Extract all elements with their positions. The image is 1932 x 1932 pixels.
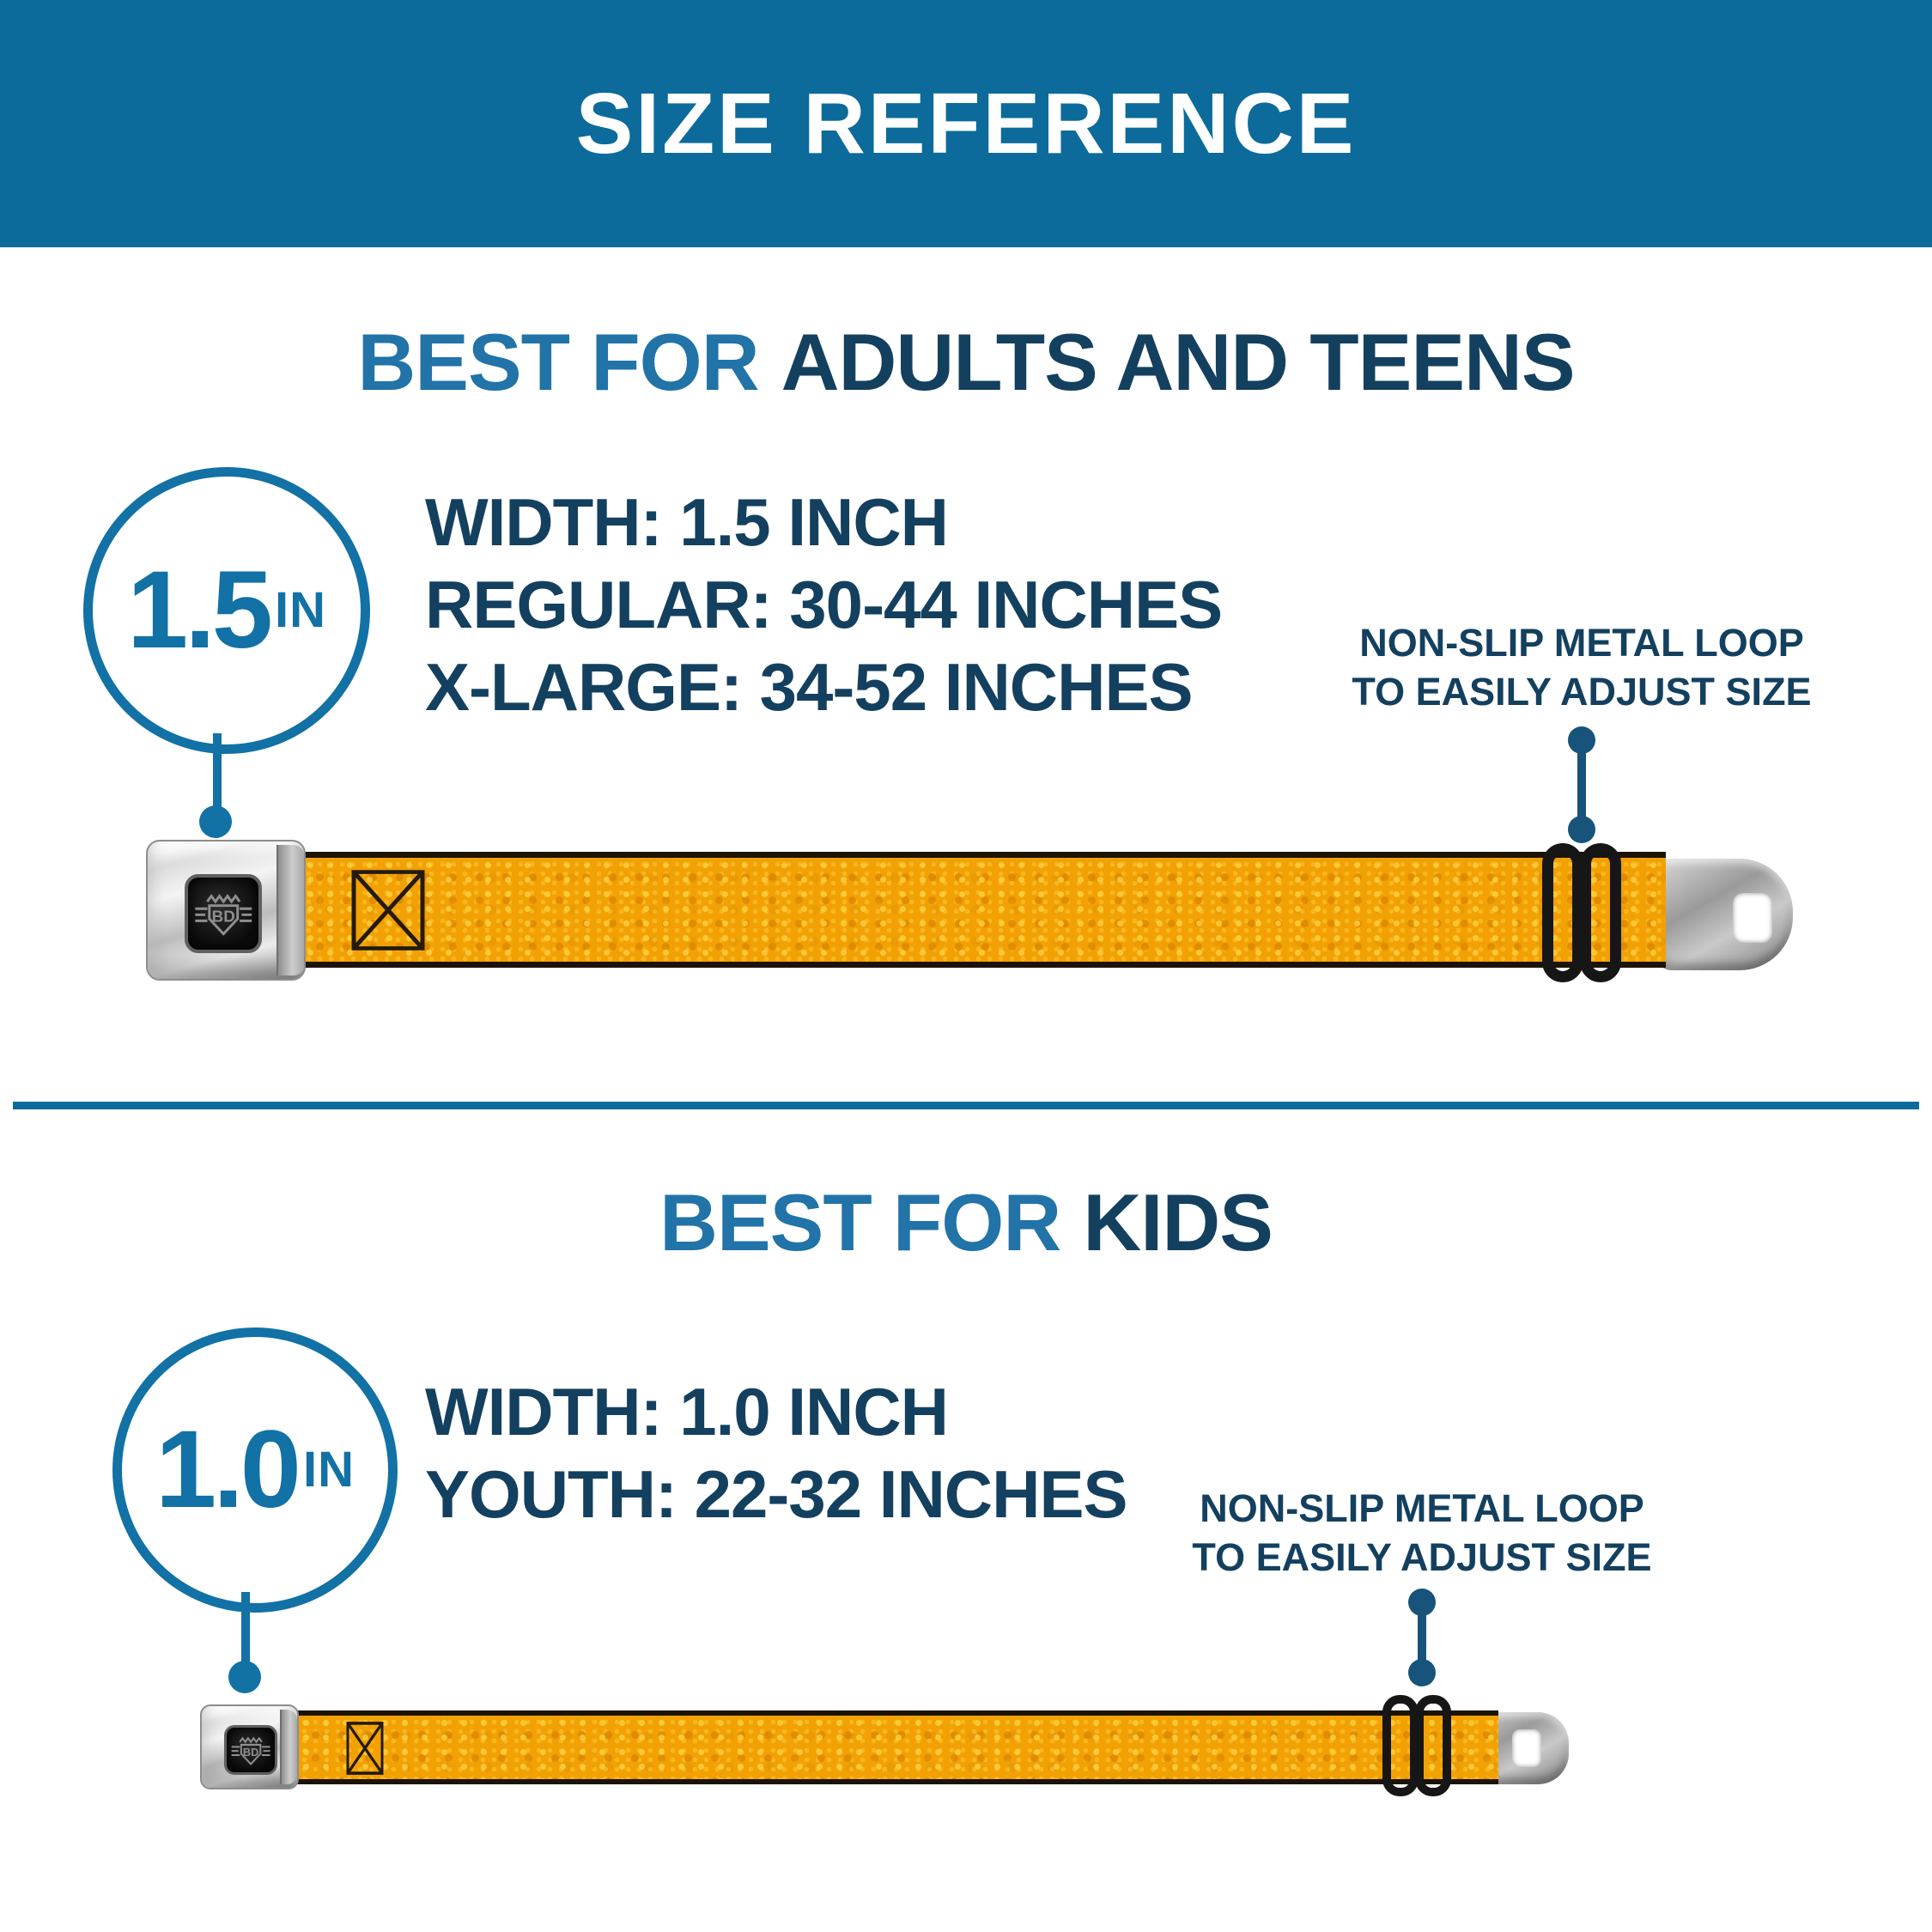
page-title: SIZE REFERENCE (575, 75, 1357, 172)
belt-end-plate-adult (1657, 859, 1793, 970)
badge-connector-dot (199, 805, 232, 838)
section-divider (13, 1102, 1919, 1109)
spec-list-adults: WIDTH: 1.5 INCH REGULAR: 30-44 INCHES X-… (425, 481, 1223, 728)
metal-loop-ring (1580, 843, 1621, 982)
heading-rest: ADULTS AND TEENS (781, 317, 1576, 407)
svg-text:BD: BD (211, 907, 234, 925)
buckle-face: BD (185, 874, 262, 953)
metal-loop-ring (1382, 1695, 1419, 1796)
bd-logo-icon: BD (195, 893, 252, 936)
metal-loop-ring (1542, 843, 1583, 982)
badge-connector-line (241, 1592, 250, 1664)
banner: SIZE REFERENCE (0, 0, 1932, 247)
section-heading-adults: BEST FOR ADULTS AND TEENS (0, 316, 1932, 409)
buckle-latch (276, 845, 304, 975)
callout-connector-line (1418, 1602, 1426, 1673)
callout-connector-line (1577, 740, 1586, 829)
spec-width: WIDTH: 1.5 INCH (425, 484, 949, 560)
metal-loop-ring (1415, 1695, 1451, 1796)
width-badge-1-0in: 1.0 IN (112, 1327, 398, 1613)
spec-regular: REGULAR: 30-44 INCHES (425, 567, 1223, 642)
belt-strap-adult (301, 852, 1666, 968)
section-heading-kids: BEST FOR KIDS (0, 1176, 1932, 1269)
loop-callout-kids: NON-SLIP METAL LOOP TO EASILY ADJUST SIZ… (1164, 1484, 1680, 1582)
badge-connector-line (213, 733, 222, 809)
seatbelt-buckle-kids: BD (200, 1704, 299, 1789)
buckle-face: BD (224, 1725, 277, 1775)
spec-xlarge: X-LARGE: 34-52 INCHES (425, 649, 1194, 725)
buckle-latch (280, 1710, 297, 1784)
badge-connector-dot (228, 1661, 261, 1693)
callout-connector-dot-bottom (1568, 816, 1595, 843)
stitch-box-icon (346, 1722, 384, 1775)
bd-logo-icon: BD (231, 1736, 270, 1765)
stitch-box-icon (351, 870, 425, 951)
badge-value: 1.0 (155, 1408, 301, 1531)
callout-line1: NON-SLIP METAL LOOP (1200, 1486, 1644, 1530)
callout-line2: TO EASILY ADJUST SIZE (1352, 670, 1812, 714)
callout-line2: TO EASILY ADJUST SIZE (1192, 1535, 1652, 1579)
badge-value: 1.5 (127, 549, 273, 671)
callout-line1: NON-SLIP METAL LOOP (1359, 621, 1804, 665)
width-badge-1-5in: 1.5 IN (83, 467, 370, 754)
spec-width: WIDTH: 1.0 INCH (425, 1374, 949, 1449)
spec-youth: YOUTH: 22-32 INCHES (425, 1456, 1128, 1532)
belt-strap-kids (296, 1710, 1498, 1784)
heading-prefix: BEST FOR (357, 317, 759, 407)
spec-list-kids: WIDTH: 1.0 INCH YOUTH: 22-32 INCHES (425, 1370, 1128, 1535)
loop-callout-adults: NON-SLIP METAL LOOP TO EASILY ADJUST SIZ… (1324, 618, 1839, 716)
plate-hole (1733, 893, 1772, 943)
heading-prefix: BEST FOR (659, 1177, 1061, 1267)
badge-unit: IN (274, 582, 326, 638)
heading-rest: KIDS (1083, 1177, 1273, 1267)
plate-hole (1512, 1729, 1541, 1767)
callout-connector-dot-bottom (1408, 1659, 1436, 1686)
seatbelt-buckle-adult: BD (146, 840, 306, 981)
svg-text:BD: BD (243, 1745, 259, 1758)
badge-unit: IN (302, 1442, 355, 1498)
